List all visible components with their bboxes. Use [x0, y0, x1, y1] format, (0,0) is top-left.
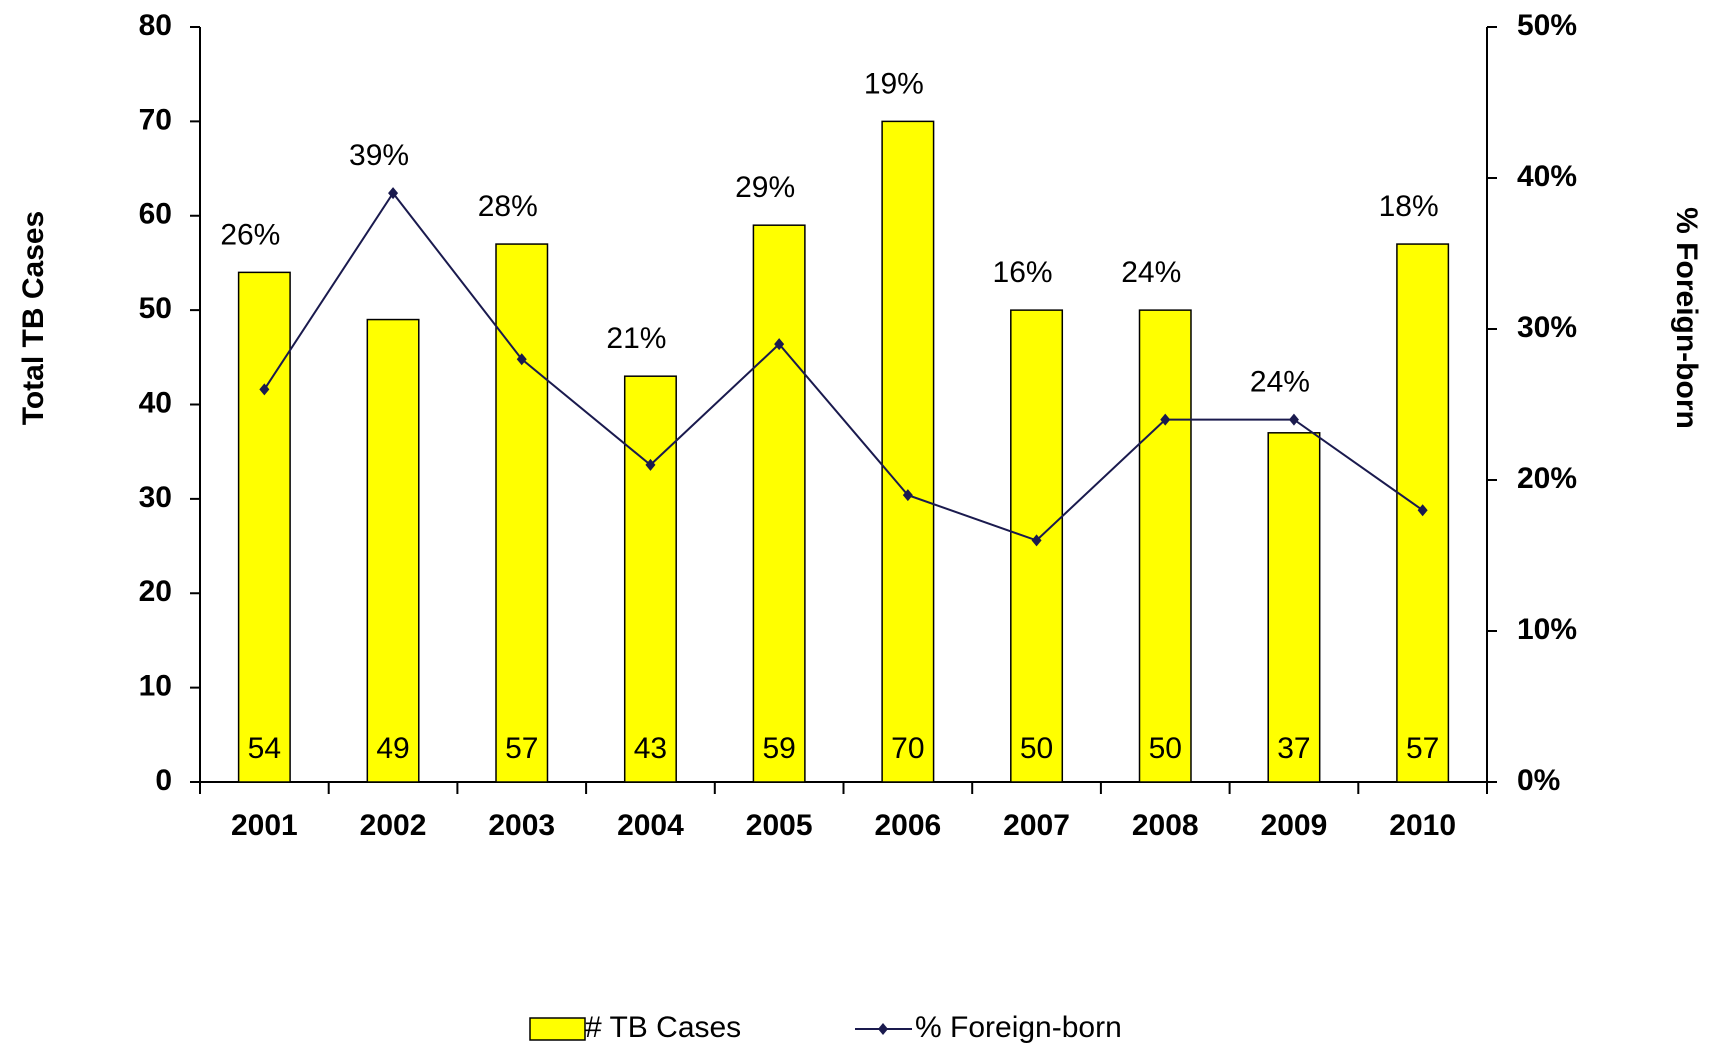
bar-value-label: 49 [376, 732, 409, 765]
legend-swatch [529, 1017, 586, 1041]
y-tick-label: 80 [139, 9, 172, 42]
y-tick-label: 70 [139, 103, 172, 136]
y-tick-label: 0 [155, 764, 172, 797]
bar [366, 318, 420, 783]
bar [752, 224, 806, 783]
line-marker [1031, 534, 1042, 547]
line-marker [259, 383, 270, 396]
y2-tick-label: 20% [1517, 462, 1577, 495]
bar-value-label: 50 [1149, 732, 1182, 765]
x-tick-label: 2007 [1003, 809, 1070, 842]
y2-tick-label: 10% [1517, 613, 1577, 646]
bar-value-label: 59 [762, 732, 795, 765]
line-value-label: 29% [735, 171, 795, 204]
y-tick-label: 30 [139, 481, 172, 514]
x-tick-label: 2008 [1132, 809, 1199, 842]
line-marker [1417, 504, 1428, 517]
line-value-label: 21% [606, 322, 666, 355]
bar-value-label: 57 [1406, 732, 1439, 765]
x-tick-label: 2010 [1389, 809, 1456, 842]
line-value-label: 24% [1250, 366, 1310, 399]
line-marker [1288, 413, 1299, 426]
x-tick-label: 2009 [1261, 809, 1328, 842]
x-tick-label: 2003 [488, 809, 555, 842]
line-marker [902, 489, 913, 502]
line-marker [516, 353, 527, 366]
bar [881, 120, 935, 783]
line-marker [645, 458, 656, 471]
y2-tick-label: 40% [1517, 160, 1577, 193]
y-tick-label: 10 [139, 670, 172, 703]
bar [1138, 309, 1192, 783]
legend-marker [878, 1023, 888, 1035]
bar [623, 375, 677, 783]
bar-value-label: 50 [1020, 732, 1053, 765]
x-tick-label: 2002 [360, 809, 427, 842]
y-tick-label: 60 [139, 198, 172, 231]
bar [237, 271, 291, 783]
legend-label: # TB Cases [585, 1011, 741, 1044]
bar-value-label: 43 [634, 732, 667, 765]
x-tick-label: 2004 [617, 809, 684, 842]
line-value-label: 24% [1121, 256, 1181, 289]
y-tick-label: 50 [139, 292, 172, 325]
y-tick-label: 40 [139, 386, 172, 419]
y2-tick-label: 30% [1517, 311, 1577, 344]
line-marker [1160, 413, 1171, 426]
y-axis-title: Total TB Cases [17, 211, 50, 426]
bar-value-label: 54 [248, 732, 281, 765]
line-value-label: 16% [993, 256, 1053, 289]
line-value-label: 18% [1379, 190, 1439, 223]
y-tick-label: 20 [139, 575, 172, 608]
y2-tick-label: 50% [1517, 9, 1577, 42]
x-tick-label: 2005 [746, 809, 813, 842]
line-value-label: 26% [220, 218, 280, 251]
bar-value-label: 70 [891, 732, 924, 765]
bar [1267, 432, 1321, 783]
legend-label: % Foreign-born [915, 1011, 1122, 1044]
x-tick-label: 2001 [231, 809, 298, 842]
line-value-label: 39% [349, 139, 409, 172]
line-value-label: 19% [864, 67, 924, 100]
bar-value-label: 57 [505, 732, 538, 765]
line [263, 191, 1424, 542]
line-marker [388, 187, 399, 200]
bar-value-label: 37 [1277, 732, 1310, 765]
line-value-label: 28% [478, 190, 538, 223]
bar [495, 243, 549, 783]
line-marker [774, 338, 785, 351]
y2-axis-title: % Foreign-born [1670, 207, 1703, 429]
x-tick-label: 2006 [874, 809, 941, 842]
y2-tick-label: 0% [1517, 764, 1560, 797]
